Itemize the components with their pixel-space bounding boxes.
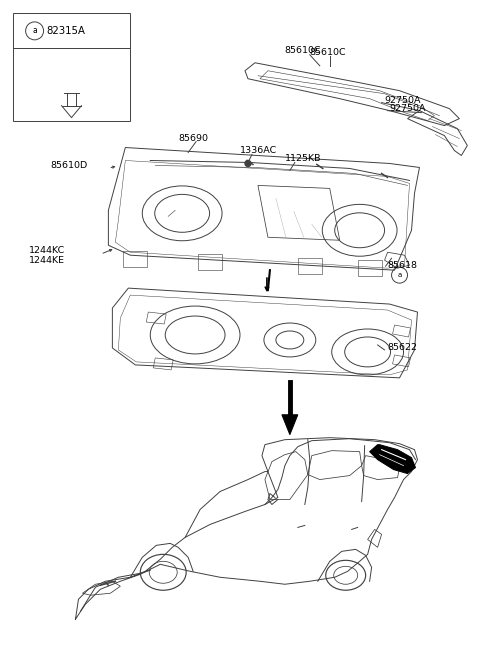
Text: 85610D: 85610D [50,161,88,170]
Text: 92750A: 92750A [384,96,421,105]
Text: a: a [397,272,402,278]
Text: 82315A: 82315A [47,26,85,36]
Text: 1244KC: 1244KC [29,246,65,255]
Polygon shape [370,445,416,474]
Text: 85618: 85618 [387,261,418,270]
Text: 92750A: 92750A [390,104,426,113]
Text: 85610C: 85610C [285,47,322,55]
Text: 85622: 85622 [387,343,418,352]
Text: 85690: 85690 [178,134,208,143]
Text: 1336AC: 1336AC [240,146,277,155]
Circle shape [245,160,251,166]
Text: a: a [32,26,37,35]
Polygon shape [282,415,298,435]
Text: 1244KE: 1244KE [29,255,65,265]
Text: 85610C: 85610C [310,48,347,57]
Text: 1125KB: 1125KB [285,154,322,163]
FancyBboxPatch shape [12,13,130,121]
